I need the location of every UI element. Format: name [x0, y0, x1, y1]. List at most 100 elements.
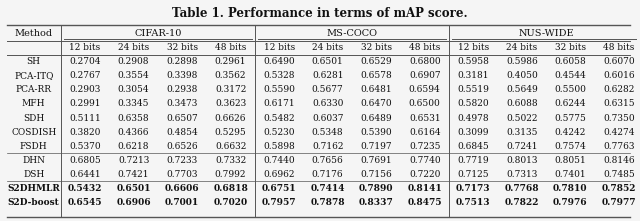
Text: Method: Method — [15, 29, 53, 38]
Text: 24 bits: 24 bits — [506, 43, 538, 52]
Text: 0.8337: 0.8337 — [359, 198, 394, 207]
Text: 0.7977: 0.7977 — [602, 198, 636, 207]
Text: 0.4978: 0.4978 — [458, 114, 489, 122]
Text: MS-COCO: MS-COCO — [326, 29, 378, 38]
Text: 0.7691: 0.7691 — [360, 156, 392, 165]
Text: S2DHMLR: S2DHMLR — [8, 184, 60, 193]
Text: 0.6470: 0.6470 — [360, 99, 392, 109]
Text: 0.7890: 0.7890 — [359, 184, 394, 193]
Text: 32 bits: 32 bits — [166, 43, 198, 52]
Text: 0.6507: 0.6507 — [166, 114, 198, 122]
Text: 0.5590: 0.5590 — [263, 85, 295, 94]
Text: 0.6626: 0.6626 — [215, 114, 246, 122]
Text: 0.5482: 0.5482 — [263, 114, 295, 122]
Text: 0.3473: 0.3473 — [166, 99, 198, 109]
Text: 0.7156: 0.7156 — [360, 170, 392, 179]
Text: 0.7992: 0.7992 — [215, 170, 246, 179]
Text: 32 bits: 32 bits — [360, 43, 392, 52]
Text: 0.6037: 0.6037 — [312, 114, 344, 122]
Text: SH: SH — [27, 57, 41, 66]
Text: 0.3099: 0.3099 — [458, 128, 489, 137]
Text: 0.3562: 0.3562 — [215, 71, 246, 80]
Text: 0.2991: 0.2991 — [69, 99, 101, 109]
Text: 0.2767: 0.2767 — [69, 71, 101, 80]
Text: FSDH: FSDH — [20, 142, 47, 151]
Text: 0.7313: 0.7313 — [506, 170, 538, 179]
Text: 0.6907: 0.6907 — [409, 71, 440, 80]
Text: 0.8013: 0.8013 — [506, 156, 538, 165]
Text: 0.6800: 0.6800 — [409, 57, 440, 66]
Text: 0.5958: 0.5958 — [458, 57, 489, 66]
Text: 0.2908: 0.2908 — [118, 57, 149, 66]
Text: 0.5500: 0.5500 — [554, 85, 586, 94]
Text: 0.6282: 0.6282 — [603, 85, 634, 94]
Text: 0.7852: 0.7852 — [602, 184, 636, 193]
Text: 0.4366: 0.4366 — [118, 128, 149, 137]
Text: 0.7401: 0.7401 — [554, 170, 586, 179]
Text: 0.3172: 0.3172 — [215, 85, 246, 94]
Text: 24 bits: 24 bits — [312, 43, 343, 52]
Text: CIFAR-10: CIFAR-10 — [134, 29, 182, 38]
Text: 0.3398: 0.3398 — [166, 71, 198, 80]
Text: 0.6058: 0.6058 — [554, 57, 586, 66]
Text: 0.7574: 0.7574 — [554, 142, 586, 151]
Text: 0.2903: 0.2903 — [69, 85, 100, 94]
Text: 0.6088: 0.6088 — [506, 99, 538, 109]
Text: 0.6594: 0.6594 — [409, 85, 440, 94]
Text: 0.6070: 0.6070 — [603, 57, 635, 66]
Text: 0.5986: 0.5986 — [506, 57, 538, 66]
Text: 0.5775: 0.5775 — [554, 114, 586, 122]
Text: 0.6330: 0.6330 — [312, 99, 343, 109]
Text: 0.7763: 0.7763 — [603, 142, 634, 151]
Text: 0.7719: 0.7719 — [458, 156, 489, 165]
Text: 0.7020: 0.7020 — [214, 198, 248, 207]
Text: 0.5898: 0.5898 — [263, 142, 295, 151]
Text: 0.7162: 0.7162 — [312, 142, 344, 151]
Text: PCA-ITQ: PCA-ITQ — [14, 71, 54, 80]
Text: 0.4050: 0.4050 — [506, 71, 538, 80]
Text: 0.7957: 0.7957 — [262, 198, 296, 207]
Text: 0.7125: 0.7125 — [458, 170, 489, 179]
Text: 0.6529: 0.6529 — [360, 57, 392, 66]
Text: 0.7414: 0.7414 — [310, 184, 345, 193]
Text: 0.7822: 0.7822 — [504, 198, 539, 207]
Text: 0.7233: 0.7233 — [166, 156, 198, 165]
Text: 0.6490: 0.6490 — [263, 57, 295, 66]
Text: 0.2898: 0.2898 — [166, 57, 198, 66]
Text: 0.4854: 0.4854 — [166, 128, 198, 137]
Text: 0.8146: 0.8146 — [603, 156, 635, 165]
Text: 0.7235: 0.7235 — [409, 142, 440, 151]
Text: 0.5111: 0.5111 — [69, 114, 101, 122]
Text: 0.6218: 0.6218 — [118, 142, 149, 151]
Text: 0.3554: 0.3554 — [118, 71, 150, 80]
Text: 0.7220: 0.7220 — [409, 170, 440, 179]
Text: 0.6501: 0.6501 — [312, 57, 344, 66]
Text: 0.6171: 0.6171 — [263, 99, 295, 109]
Text: 0.5432: 0.5432 — [68, 184, 102, 193]
Text: 48 bits: 48 bits — [409, 43, 440, 52]
Text: 0.6962: 0.6962 — [264, 170, 295, 179]
Text: NUS-WIDE: NUS-WIDE — [518, 29, 574, 38]
Text: 0.2704: 0.2704 — [69, 57, 101, 66]
Text: 0.7485: 0.7485 — [603, 170, 635, 179]
Text: S2D-boost: S2D-boost — [8, 198, 60, 207]
Text: 0.6358: 0.6358 — [118, 114, 149, 122]
Text: 0.6244: 0.6244 — [554, 99, 586, 109]
Text: 0.3820: 0.3820 — [69, 128, 100, 137]
Text: 0.4274: 0.4274 — [603, 128, 634, 137]
Text: DSH: DSH — [23, 170, 44, 179]
Text: 32 bits: 32 bits — [555, 43, 586, 52]
Text: 0.3181: 0.3181 — [458, 71, 489, 80]
Text: 0.6501: 0.6501 — [116, 184, 151, 193]
Text: 0.7241: 0.7241 — [506, 142, 538, 151]
Text: 0.6818: 0.6818 — [213, 184, 248, 193]
Text: 0.6441: 0.6441 — [69, 170, 101, 179]
Text: 0.2938: 0.2938 — [166, 85, 198, 94]
Text: 0.7768: 0.7768 — [504, 184, 539, 193]
Text: 0.7001: 0.7001 — [165, 198, 199, 207]
Text: 0.4242: 0.4242 — [555, 128, 586, 137]
Text: 0.7810: 0.7810 — [553, 184, 588, 193]
Text: 0.5370: 0.5370 — [69, 142, 101, 151]
Text: 0.6315: 0.6315 — [603, 99, 635, 109]
Text: 12 bits: 12 bits — [69, 43, 100, 52]
